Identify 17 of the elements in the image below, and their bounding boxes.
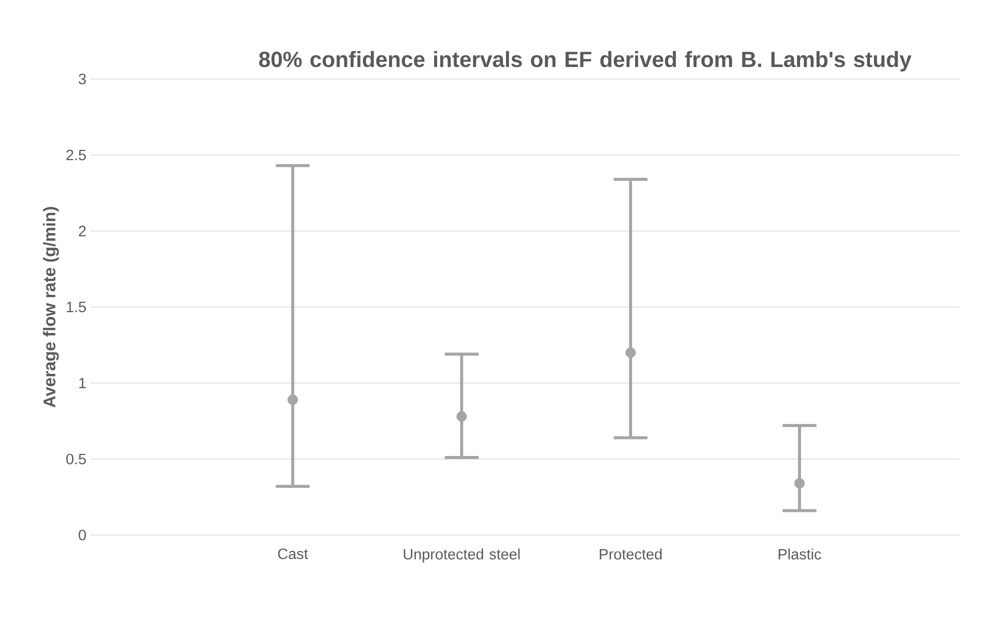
y-axis-title: Average flow rate (g/min) [43,207,59,408]
y-tick-label: 0 [78,530,86,540]
y-tick-label: 3 [78,74,86,84]
x-tick-label: Protected [600,548,662,560]
y-tick-label: 1 [79,378,86,388]
x-tick-label: Plastic [778,548,822,560]
point [625,347,636,358]
y-tick-label: 1.5 [66,302,86,312]
point [288,394,298,405]
x-tick-label: Unprotected steel [404,548,520,562]
x-tick-label: Cast [278,548,308,560]
chart-title: 80% confidence intervals on EF derived from B. Lamb's study [259,51,912,72]
y-tick-label: 0.5 [66,454,86,464]
point [456,411,467,422]
point [794,478,805,489]
y-tick-label: 2.5 [66,150,86,160]
y-tick-label: 2 [78,226,86,236]
